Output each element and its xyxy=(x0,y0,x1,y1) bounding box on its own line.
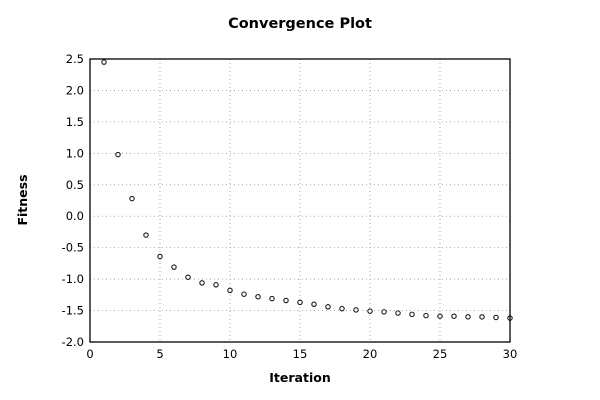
data-point xyxy=(283,297,289,304)
plot-frame xyxy=(89,58,511,343)
scatter-points-layer xyxy=(101,59,513,321)
data-point xyxy=(339,305,345,312)
data-point xyxy=(311,301,317,308)
data-point xyxy=(325,304,331,310)
data-point xyxy=(171,264,177,270)
y-tick-label: -1.5 xyxy=(62,304,84,318)
x-tick-label: 30 xyxy=(503,347,518,361)
data-point xyxy=(199,280,205,286)
x-tick-label: 15 xyxy=(293,347,308,361)
data-point xyxy=(241,291,247,297)
data-point xyxy=(423,312,429,319)
grid-layer xyxy=(90,59,510,342)
x-tick-label: 25 xyxy=(433,347,448,361)
data-point xyxy=(479,314,485,320)
data-point xyxy=(395,310,401,316)
data-point xyxy=(255,293,261,300)
x-tick-label: 0 xyxy=(86,347,93,361)
data-point xyxy=(143,232,149,238)
data-point xyxy=(353,307,359,313)
y-tick-label: 0.5 xyxy=(66,178,84,192)
data-point xyxy=(465,314,471,320)
data-point xyxy=(129,195,135,202)
data-point xyxy=(493,314,499,321)
data-point xyxy=(437,313,443,319)
x-tick-label: 20 xyxy=(363,347,378,361)
x-tick-label: 5 xyxy=(156,347,163,361)
y-tick-label: 2.5 xyxy=(66,52,84,66)
data-point xyxy=(185,274,191,280)
y-tick-label: 0.0 xyxy=(66,209,84,223)
y-tick-label: 1.5 xyxy=(66,115,84,129)
data-point xyxy=(101,59,107,65)
data-point xyxy=(381,309,387,315)
x-axis-label: Iteration xyxy=(269,370,330,385)
data-point xyxy=(213,282,219,288)
data-point xyxy=(157,253,163,260)
y-axis-label: Fitness xyxy=(15,174,30,225)
chart-title: Convergence Plot xyxy=(228,16,372,32)
y-tick-label: 2.0 xyxy=(66,83,84,97)
data-point xyxy=(451,313,457,319)
data-point xyxy=(227,287,233,294)
data-point xyxy=(115,151,121,158)
y-tick-label: -0.5 xyxy=(62,241,84,255)
y-tick-label: 1.0 xyxy=(66,146,84,160)
y-tick-label: -1.0 xyxy=(62,272,84,286)
data-point xyxy=(367,308,373,314)
data-point xyxy=(409,311,415,318)
data-point xyxy=(297,299,303,306)
y-tick-label: -2.0 xyxy=(62,335,84,349)
tick-labels-layer: 0 5 10 15 20 25 30 -2.0 -1.5 -1.0 -0.5 0.0 0.5 1.0 1.5… xyxy=(62,52,518,361)
x-tick-label: 10 xyxy=(223,347,238,361)
data-point xyxy=(269,295,275,302)
